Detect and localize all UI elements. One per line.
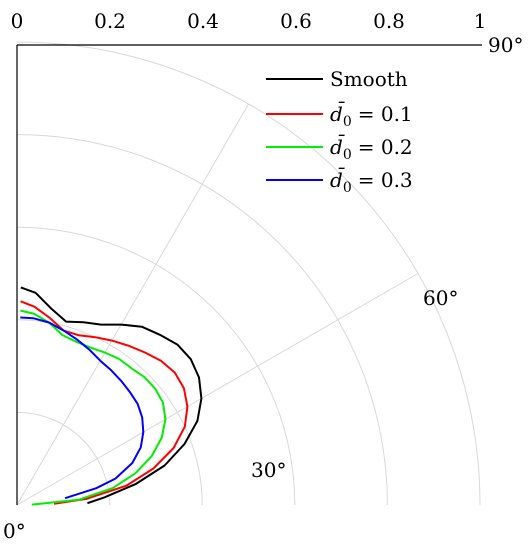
series-line-smooth [20, 286, 203, 505]
grid-arc [16, 134, 388, 506]
legend-label: Smooth [330, 67, 408, 91]
angle-labels: 90° 60° 30° 0° [3, 33, 523, 543]
legend-label: d̄0 = 0.3 [330, 167, 413, 196]
legend-label: d̄0 = 0.2 [330, 134, 413, 163]
grid-spoke [16, 273, 419, 506]
grid-spoke [16, 103, 249, 506]
series-line-d0-0.3 [20, 316, 145, 500]
radial-tick-label: 0.8 [373, 9, 405, 33]
radial-tick-label: 0.4 [187, 9, 219, 33]
angle-label-30: 30° [251, 458, 286, 482]
axis-layer [16, 44, 482, 505]
legend: Smooth d̄0 = 0.1 d̄0 = 0.2 d̄0 = 0.3 [266, 67, 413, 196]
angle-label-60: 60° [423, 286, 458, 310]
grid-outer-arc [16, 41, 481, 506]
radial-tick-label: 0 [11, 9, 24, 33]
angle-label-0: 0° [3, 519, 26, 543]
legend-item-d0-0.2: d̄0 = 0.2 [266, 134, 413, 163]
angle-label-90: 90° [488, 33, 523, 57]
legend-label: d̄0 = 0.1 [330, 101, 413, 130]
radial-tick-label: 0.2 [94, 9, 126, 33]
series-line-d0-0.2 [20, 309, 167, 506]
legend-item-d0-0.1: d̄0 = 0.1 [266, 101, 413, 130]
radial-tick-label: 0.6 [280, 9, 312, 33]
radial-tick-labels: 0 0.2 0.4 0.6 0.8 1 [11, 9, 487, 33]
legend-item-d0-0.3: d̄0 = 0.3 [266, 167, 413, 196]
legend-item-smooth: Smooth [266, 67, 408, 91]
radial-tick-label: 1 [474, 9, 487, 33]
series-layer [20, 286, 203, 506]
grid-arc [16, 226, 296, 506]
grid-arc [16, 319, 203, 506]
grid-arc [16, 411, 111, 506]
